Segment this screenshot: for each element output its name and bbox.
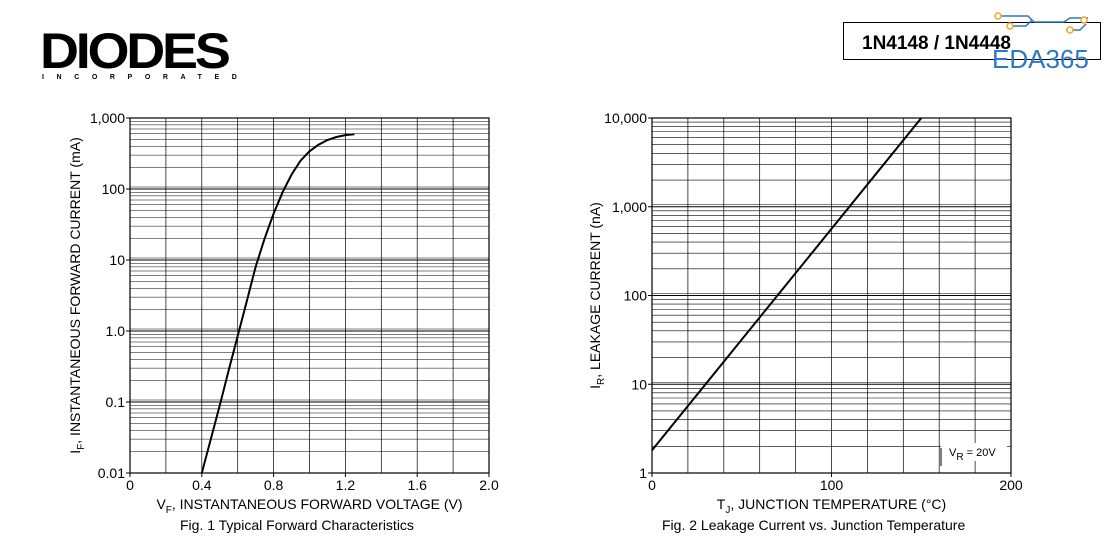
eda365-watermark: EDA365: [992, 12, 1089, 72]
logo-wordmark: DIODES: [40, 23, 231, 79]
vr-annotation: VR = 20V: [949, 447, 996, 463]
diodes-logo: DIODES INCORPORATED: [40, 26, 270, 86]
x-tick-label: 0: [648, 477, 656, 493]
y-tick-label: 100: [624, 288, 648, 304]
part-number-box: 1N4148 / 1N4448: [843, 22, 1101, 60]
x-axis-label: VF, INSTANTANEOUS FORWARD VOLTAGE (V): [156, 496, 462, 516]
y-axis-label: IF, INSTANTANEOUS FORWARD CURRENT (mA): [67, 137, 87, 453]
y-tick-label: 100: [102, 181, 126, 197]
fig1-caption: Fig. 1 Typical Forward Characteristics: [180, 517, 414, 533]
x-tick-label: 100: [820, 477, 844, 493]
annotation-background: [941, 443, 1007, 461]
y-tick-label: 0.01: [98, 465, 125, 481]
x-tick-label: 2.0: [479, 477, 499, 493]
series-line: [200, 133, 355, 474]
y-tick-label: 1.0: [106, 323, 126, 339]
forward-characteristics-chart: 0 0.4 0.8 1.2 1.6 2.0 0.01 0.1 1.0 10 100 1,000 VF, …: [67, 110, 499, 516]
y-tick-label: 1,000: [90, 110, 125, 126]
x-tick-label: 1.6: [407, 477, 427, 493]
plot-grid: [652, 118, 1011, 474]
y-tick-label: 1,000: [612, 199, 647, 215]
fig2-caption: Fig. 2 Leakage Current vs. Junction Temp…: [662, 517, 966, 533]
y-tick-label: 1: [639, 465, 647, 481]
x-axis-label: TJ, JUNCTION TEMPERATURE (°C): [717, 496, 946, 516]
y-axis-label: IR, LEAKAGE CURRENT (nA): [587, 202, 607, 389]
x-tick-label: 0: [126, 477, 134, 493]
y-tick-label: 0.1: [106, 394, 126, 410]
x-tick-label: 0.4: [192, 477, 212, 493]
logo-subtitle: INCORPORATED: [42, 74, 250, 81]
y-tick-label: 10,000: [604, 110, 647, 126]
watermark-text: EDA365: [992, 44, 1089, 72]
plot-frame: [129, 117, 490, 474]
y-tick-label: 10: [109, 252, 125, 268]
circuit-trace-icon: [994, 12, 1088, 34]
x-tick-label: 200: [999, 477, 1023, 493]
y-tick-label: 10: [631, 376, 647, 392]
x-tick-label: 1.2: [336, 477, 356, 493]
x-tick-label: 0.8: [264, 477, 284, 493]
series-line: [651, 117, 923, 451]
part-number: 1N4148 / 1N4448: [862, 33, 1011, 54]
